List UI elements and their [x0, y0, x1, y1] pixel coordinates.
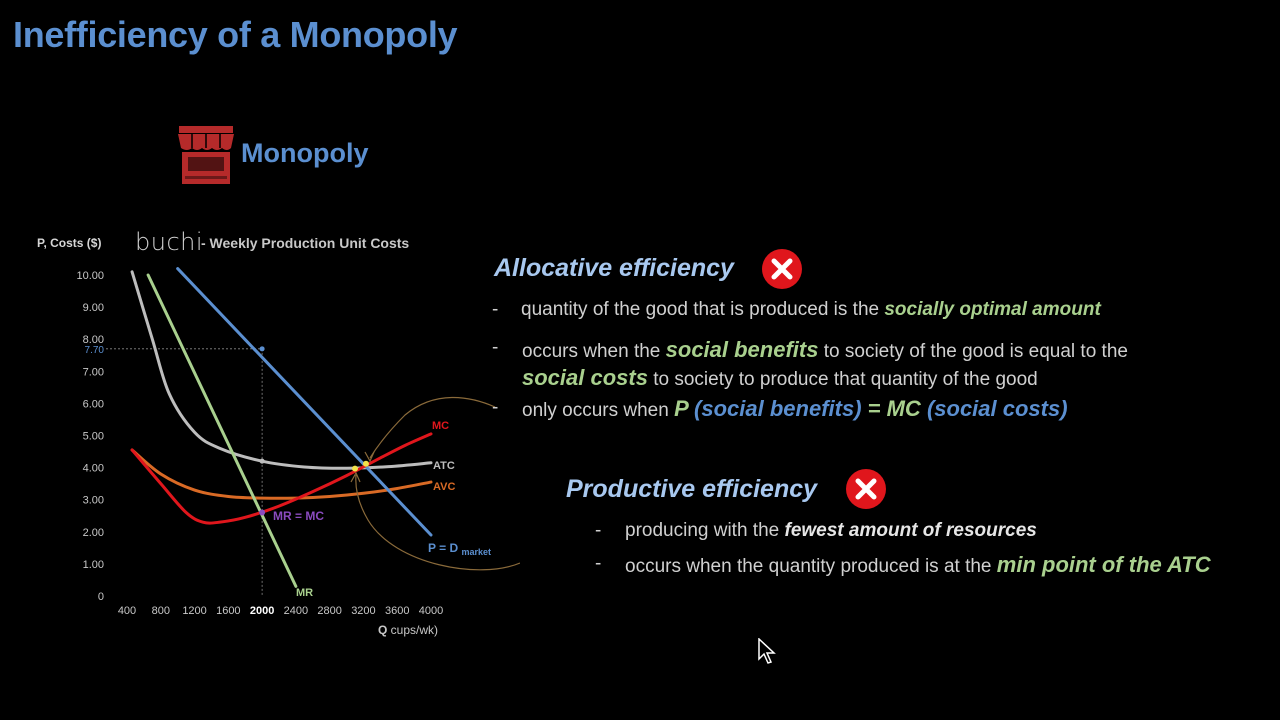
bullet-dash: - [492, 299, 499, 320]
bullet-emphasis: fewest amount of resources [784, 520, 1037, 541]
bullet-dash: - [595, 520, 602, 541]
productive-heading: Productive efficiency [566, 475, 818, 503]
bullet-p: P [674, 396, 689, 421]
y-tick-label: 3.00 [83, 495, 104, 507]
bullet-text: occurs when the [522, 341, 666, 362]
monopoly-price-point [259, 346, 265, 352]
y-tick-label: 8.00 [83, 334, 104, 346]
chart-title: - Weekly Production Unit Costs [201, 235, 409, 251]
bullet-social-costs: (social costs) [926, 396, 1068, 421]
bullet-text: quantity of the good that is produced is… [521, 299, 885, 320]
x-tick-label: 2400 [284, 605, 308, 617]
series-mr-line [146, 273, 298, 588]
x-axis-label: Q cups/wk) [378, 623, 438, 637]
mouse-cursor-icon [758, 638, 776, 664]
y-axis-label: P, Costs ($) [37, 236, 101, 250]
y-tick-label: 5.00 [83, 431, 104, 443]
y-tick-label: 0 [98, 591, 104, 603]
allocative-bullet-1: quantity of the good that is produced is… [521, 299, 1101, 321]
bullet-text: occurs when the quantity produced is at … [625, 556, 997, 577]
allocative-bullet-2-line-1: occurs when the social benefits to socie… [522, 337, 1128, 363]
allocative-point [362, 460, 369, 467]
productive-bullet-1: producing with the fewest amount of reso… [625, 520, 1037, 542]
cost-chart: P, Costs ($) buchi - Weekly Production Uni… [0, 220, 520, 650]
x-tick-label: 3600 [385, 605, 409, 617]
bullet-text: only occurs when [522, 400, 675, 421]
bullet-emphasis: social benefits [665, 337, 819, 362]
y-tick-label: 10.00 [76, 270, 104, 282]
bullet-social-benefits: (social benefits) [694, 396, 862, 421]
x-tick-label: 1200 [182, 605, 206, 617]
mr-eq-mc-point [259, 509, 266, 516]
y-tick-label: 7.00 [83, 366, 104, 378]
mr-eq-mc-label: MR = MC [273, 509, 324, 523]
y-tick-label: 6.00 [83, 398, 104, 410]
x-tick-label: 1600 [216, 605, 240, 617]
x-mark-icon [846, 469, 886, 509]
x-mark-icon [762, 249, 802, 289]
allocative-arrow [369, 396, 496, 459]
bullet-text: to society to produce that quantity of t… [647, 369, 1038, 390]
allocative-arrowhead [364, 451, 375, 463]
atc-at-q-point [259, 458, 265, 464]
bullet-equals-mc: = MC [861, 396, 927, 421]
brand-logo: buchi [135, 228, 203, 256]
y-tick-label: 4.00 [83, 463, 104, 475]
productive-bullet-2: occurs when the quantity produced is at … [625, 552, 1211, 578]
allocative-heading: Allocative efficiency [494, 254, 734, 282]
bullet-emphasis: min point of the ATC [996, 552, 1211, 577]
demand-label: P = D market [428, 541, 491, 557]
x-tick-label: 2000 [250, 605, 274, 617]
chart-svg: P, Costs ($) buchi- Weekly Production Uni… [37, 228, 520, 637]
series-p-d-line [176, 267, 433, 537]
market-label: Monopoly [241, 138, 369, 168]
productive-arrow [355, 474, 520, 571]
allocative-bullet-3: only occurs when P (social benefits) = M… [522, 396, 1068, 422]
bullet-text: producing with the [625, 520, 785, 541]
series-atc-line [130, 270, 433, 470]
mc-label: MC [432, 420, 449, 432]
productive-arrowhead [350, 471, 361, 483]
productive-point [352, 465, 358, 472]
x-tick-label: 2800 [317, 605, 341, 617]
y-tick-label: 9.00 [83, 302, 104, 314]
x-tick-label: 4000 [419, 605, 443, 617]
allocative-bullet-2-line-2: social costs to society to produce that … [522, 365, 1038, 391]
store-icon [178, 126, 234, 184]
mr-label: MR [296, 587, 313, 599]
bullet-dash: - [595, 553, 602, 574]
x-tick-label: 800 [152, 605, 170, 617]
bullet-text: to society of the good is equal to the [818, 341, 1128, 362]
bullet-dash: - [492, 337, 499, 358]
price-highlight-label: 7.70 [85, 345, 105, 356]
bullet-emphasis: socially optimal amount [884, 299, 1101, 320]
x-tick-label: 400 [118, 605, 136, 617]
atc-label: ATC [433, 460, 455, 472]
bullet-dash: - [492, 397, 499, 418]
page-title: Inefficiency of a Monopoly [13, 14, 458, 55]
y-tick-label: 1.00 [83, 559, 104, 571]
bullet-emphasis: social costs [522, 365, 648, 390]
avc-label: AVC [433, 481, 455, 493]
x-tick-label: 3200 [351, 605, 375, 617]
series-avc-line [130, 448, 433, 500]
y-tick-label: 2.00 [83, 527, 104, 539]
